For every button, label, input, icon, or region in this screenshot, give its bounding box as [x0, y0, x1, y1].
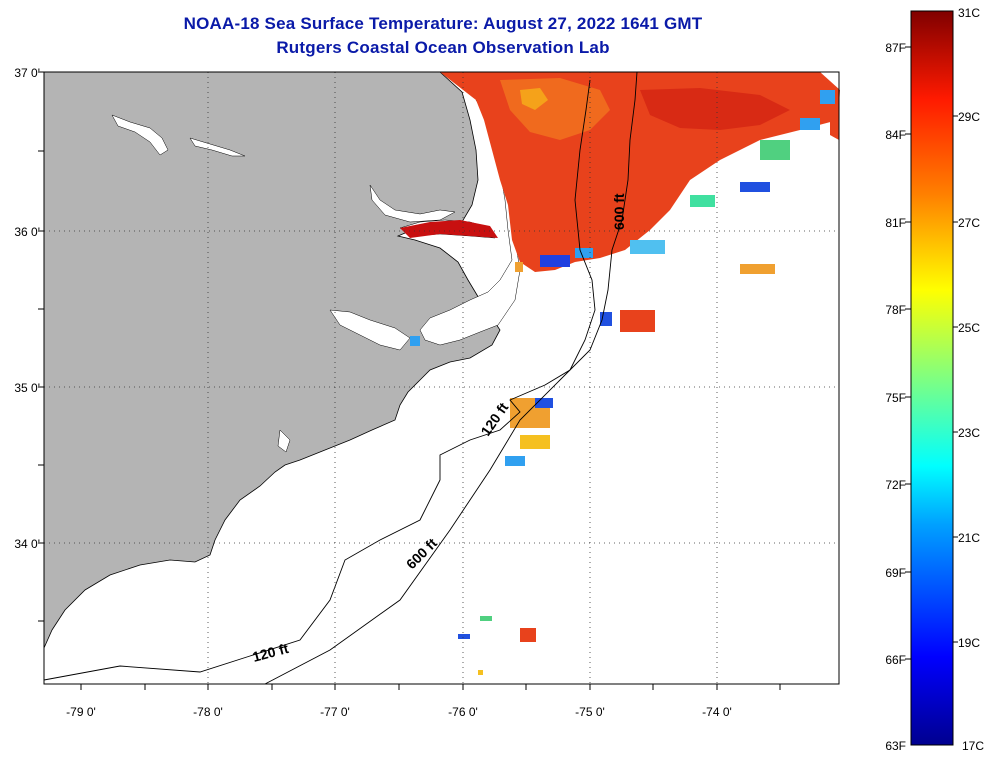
lon-label-77: -77 0' [320, 705, 350, 719]
colorbar-f-84: 84F [885, 128, 906, 142]
colorbar-c-21: 21C [958, 531, 980, 545]
colorbar-f-87: 87F [885, 41, 906, 55]
colorbar-c-25: 25C [958, 321, 980, 335]
colorbar-c-31: 31C [958, 6, 980, 20]
colorbar-f-66: 66F [885, 653, 906, 667]
colorbar-c-29: 29C [958, 110, 980, 124]
colorbar-f-78: 78F [885, 303, 906, 317]
lat-label-37: 37 0' [14, 66, 40, 80]
colorbar-f-63: 63F [885, 739, 906, 753]
map-subtitle: Rutgers Coastal Ocean Observation Lab [276, 38, 610, 57]
colorbar-c-23: 23C [958, 426, 980, 440]
lon-label-75: -75 0' [575, 705, 605, 719]
colorbar-f-75: 75F [885, 391, 906, 405]
colorbar-ticks [905, 46, 958, 660]
colorbar [910, 10, 954, 746]
contour-label-600-north: 600 ft [611, 193, 627, 230]
colorbar-c-17: 17C [962, 739, 984, 753]
map-title: NOAA-18 Sea Surface Temperature: August … [183, 14, 703, 33]
lon-label-78: -78 0' [193, 705, 223, 719]
lat-label-35: 35 0' [14, 381, 40, 395]
lon-label-79: -79 0' [66, 705, 96, 719]
colorbar-f-72: 72F [885, 478, 906, 492]
map-frame [43, 71, 840, 685]
graticule [44, 72, 839, 684]
lon-label-76: -76 0' [448, 705, 478, 719]
colorbar-f-69: 69F [885, 566, 906, 580]
lat-label-34: 34 0' [14, 537, 40, 551]
lat-label-36: 36 0' [14, 225, 40, 239]
sst-data [400, 72, 840, 675]
isobaths [43, 71, 638, 685]
colorbar-c-19: 19C [958, 636, 980, 650]
colorbar-f-81: 81F [885, 216, 906, 230]
lon-label-74: -74 0' [702, 705, 732, 719]
axis-ticks [38, 71, 781, 690]
colorbar-c-27: 27C [958, 216, 980, 230]
